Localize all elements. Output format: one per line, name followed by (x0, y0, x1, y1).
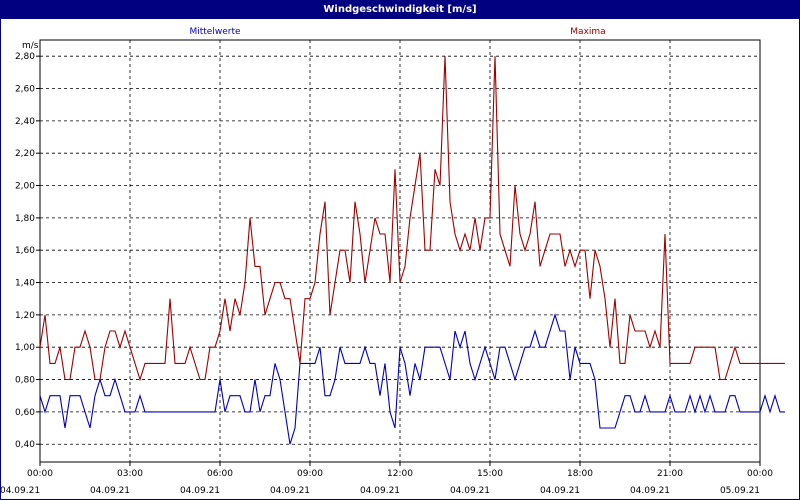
legend-maxima: Maxima (570, 27, 605, 37)
y-tick-label: 1,80 (15, 214, 35, 224)
y-axis-label: m/s (22, 41, 39, 51)
x-tick-time: 18:00 (567, 469, 593, 479)
y-tick-label: 2,60 (15, 85, 35, 95)
y-tick-label: 2,00 (15, 182, 35, 192)
x-tick-date: 04.09.21 (450, 486, 490, 496)
x-tick-date: 04.09.21 (540, 486, 580, 496)
y-axis-ticks: 0,40 0,60 0,80 1,00 1,20 1,40 1,60 1,80 2,00 2,20… (15, 52, 40, 450)
x-tick-time: 00:00 (747, 469, 773, 479)
x-tick-time: 00:00 (27, 469, 53, 479)
y-tick-label: 0,40 (15, 440, 35, 450)
legend-mittelwerte: Mittelwerte (189, 27, 240, 37)
window-title: Windgeschwindigkeit [m/s] (1, 1, 799, 19)
x-tick-time: 12:00 (387, 469, 413, 479)
y-tick-label: 0,60 (15, 408, 35, 418)
x-tick-time: 09:00 (297, 469, 323, 479)
x-tick-time: 15:00 (477, 469, 503, 479)
y-tick-label: 1,60 (15, 246, 35, 256)
y-tick-label: 1,00 (15, 343, 35, 353)
x-tick-date: 05.09.21 (720, 486, 760, 496)
y-tick-label: 2,40 (15, 117, 35, 127)
x-tick-time: 03:00 (117, 469, 143, 479)
x-tick-date: 04.09.21 (360, 486, 400, 496)
x-tick-date: 04.09.21 (90, 486, 130, 496)
y-tick-label: 1,20 (15, 311, 35, 321)
x-tick-time: 21:00 (657, 469, 683, 479)
series-lines (39, 56, 785, 445)
x-tick-date: 04.09.21 (270, 486, 310, 496)
y-tick-label: 2,80 (15, 52, 35, 62)
x-tick-date: 04.09.21 (630, 486, 670, 496)
y-tick-label: 1,40 (15, 279, 35, 289)
series-line-maxima (39, 56, 785, 382)
series-line-mittelwerte (39, 313, 785, 445)
x-tick-time: 06:00 (207, 469, 233, 479)
x-axis-ticks: 00:00 04.09.21 03:00 04.09.21 06:00 04.09.21 0… (0, 462, 773, 496)
x-tick-date: 04.09.21 (0, 486, 40, 496)
y-tick-label: 0,80 (15, 376, 35, 386)
y-tick-label: 2,20 (15, 149, 35, 159)
x-tick-date: 04.09.21 (180, 486, 220, 496)
